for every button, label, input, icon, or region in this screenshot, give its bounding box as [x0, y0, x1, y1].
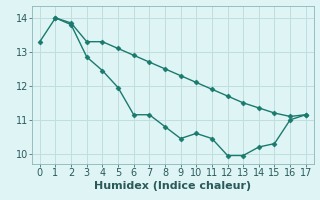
- X-axis label: Humidex (Indice chaleur): Humidex (Indice chaleur): [94, 181, 252, 191]
